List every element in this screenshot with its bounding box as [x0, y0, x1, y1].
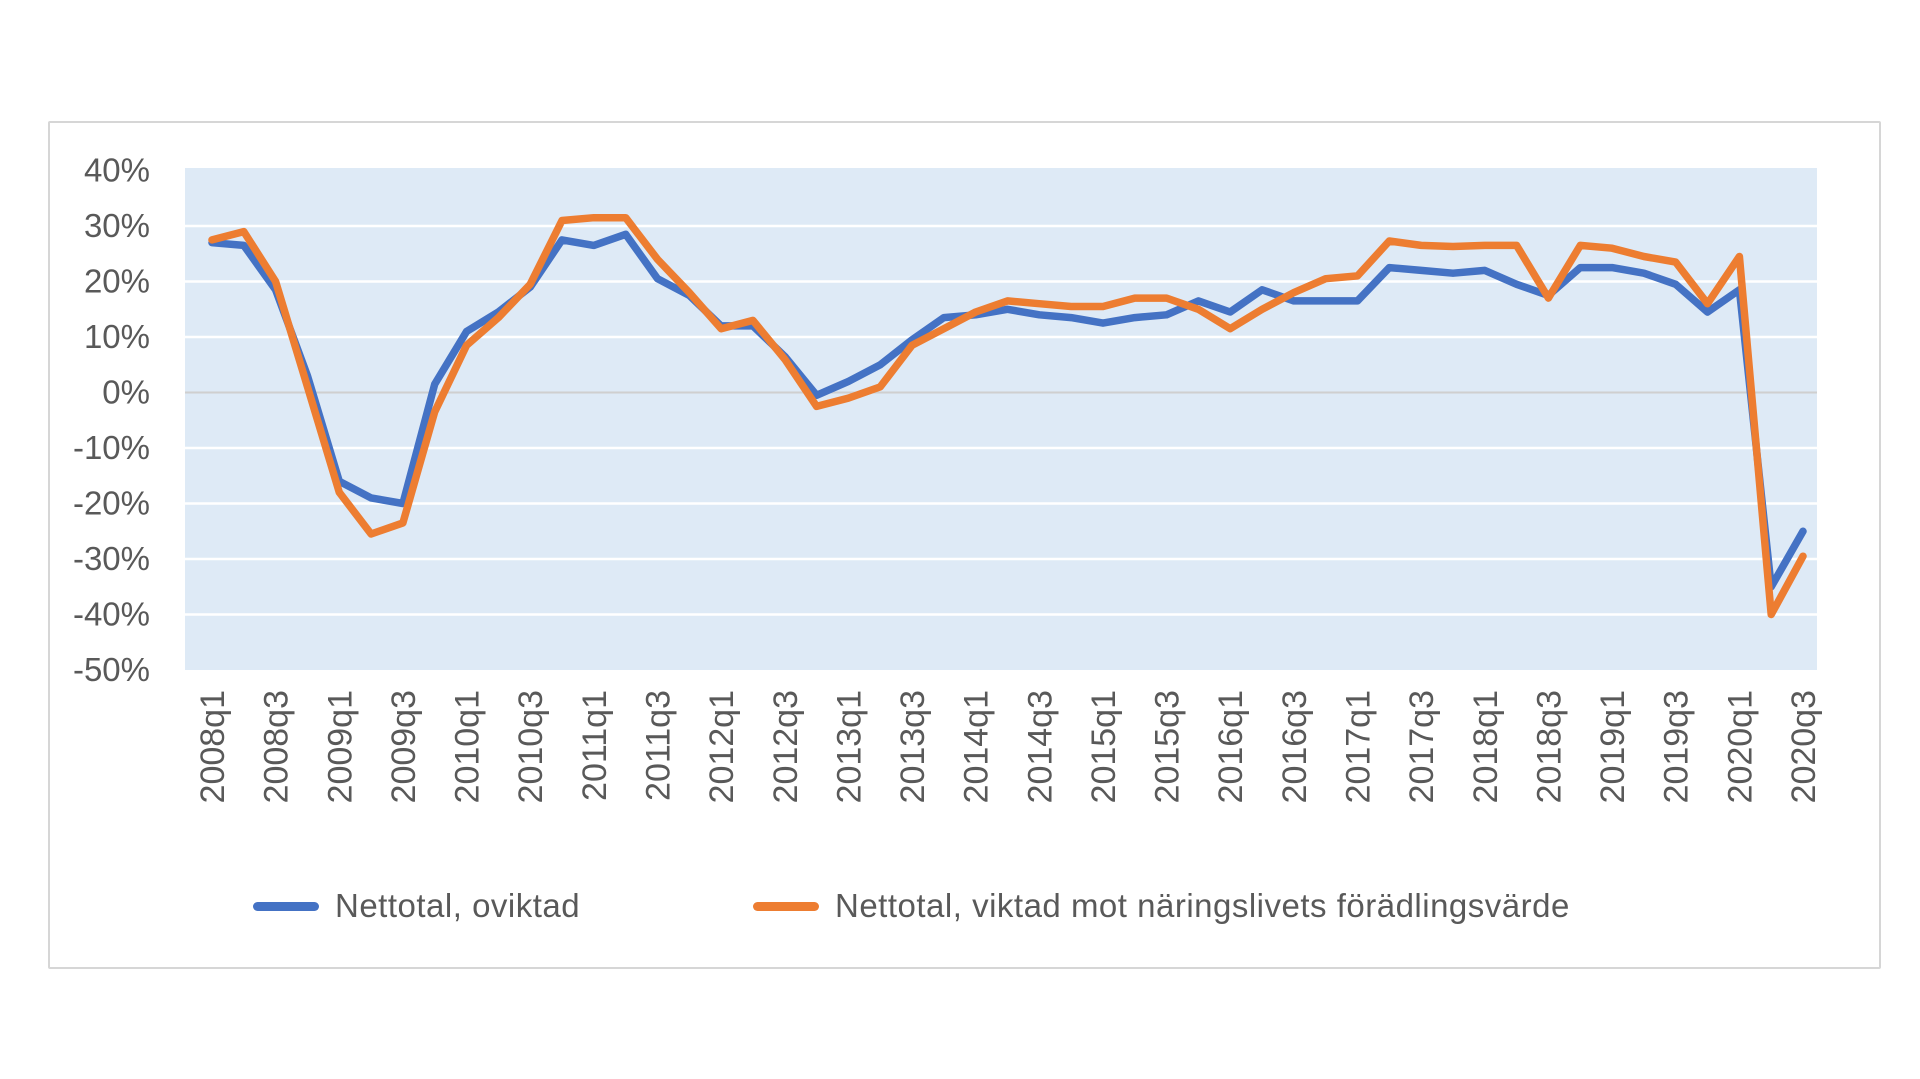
x-axis-tick-label: 2015q1 [1085, 690, 1123, 803]
x-axis-tick-label: 2015q3 [1149, 690, 1187, 803]
y-axis-tick-label: -10% [73, 429, 150, 466]
y-axis-tick-label: 40% [84, 152, 150, 189]
x-axis-tick-label: 2008q1 [194, 690, 232, 803]
x-axis-tick-label: 2012q3 [767, 690, 805, 803]
x-axis-tick-label: 2018q1 [1467, 690, 1505, 803]
x-axis-tick-label: 2009q1 [321, 690, 359, 803]
x-axis-tick-label: 2013q3 [894, 690, 932, 803]
y-axis-tick-label: -50% [73, 651, 150, 688]
x-axis-tick-label: 2019q1 [1594, 690, 1632, 803]
x-axis-tick-label: 2020q3 [1785, 690, 1823, 803]
x-axis-tick-label: 2016q1 [1212, 690, 1250, 803]
x-axis-tick-label: 2012q1 [703, 690, 741, 803]
y-axis-tick-label: 20% [84, 263, 150, 300]
x-axis-tick-label: 2014q3 [1021, 690, 1059, 803]
x-axis-tick-label: 2011q1 [576, 690, 614, 801]
y-axis-tick-label: 30% [84, 207, 150, 244]
x-axis-tick-label: 2010q1 [449, 690, 487, 803]
x-axis-tick-label: 2018q3 [1530, 690, 1568, 803]
y-axis-tick-label: 10% [84, 318, 150, 355]
series-line-viktad [208, 213, 1807, 619]
y-axis-tick-label: -40% [73, 596, 150, 633]
y-axis-tick-label: -30% [73, 540, 150, 577]
x-axis-tick-label: 2011q3 [639, 690, 677, 801]
x-axis-tick-label: 2019q3 [1658, 690, 1696, 803]
x-axis-tick-label: 2013q1 [830, 690, 868, 803]
y-axis-tick-label: 0% [102, 374, 150, 411]
x-axis-tick-label: 2008q3 [258, 690, 296, 803]
x-axis-tick-label: 2009q3 [385, 690, 423, 803]
x-axis-tick-label: 2017q3 [1403, 690, 1441, 803]
plot-area [185, 168, 1817, 670]
x-axis-tick-label: 2016q3 [1276, 690, 1314, 803]
x-axis-tick-label: 2010q3 [512, 690, 550, 803]
x-axis-tick-label: 2017q1 [1340, 690, 1378, 803]
series-line-oviktad [208, 230, 1807, 591]
x-axis-tick-label: 2014q1 [958, 690, 996, 803]
y-axis-tick-label: -20% [73, 485, 150, 522]
x-axis-tick-label: 2020q1 [1721, 690, 1759, 803]
